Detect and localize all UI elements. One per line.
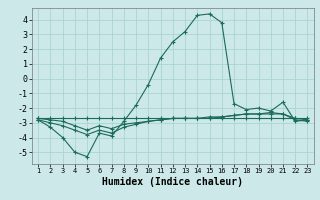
X-axis label: Humidex (Indice chaleur): Humidex (Indice chaleur) [102, 177, 243, 187]
